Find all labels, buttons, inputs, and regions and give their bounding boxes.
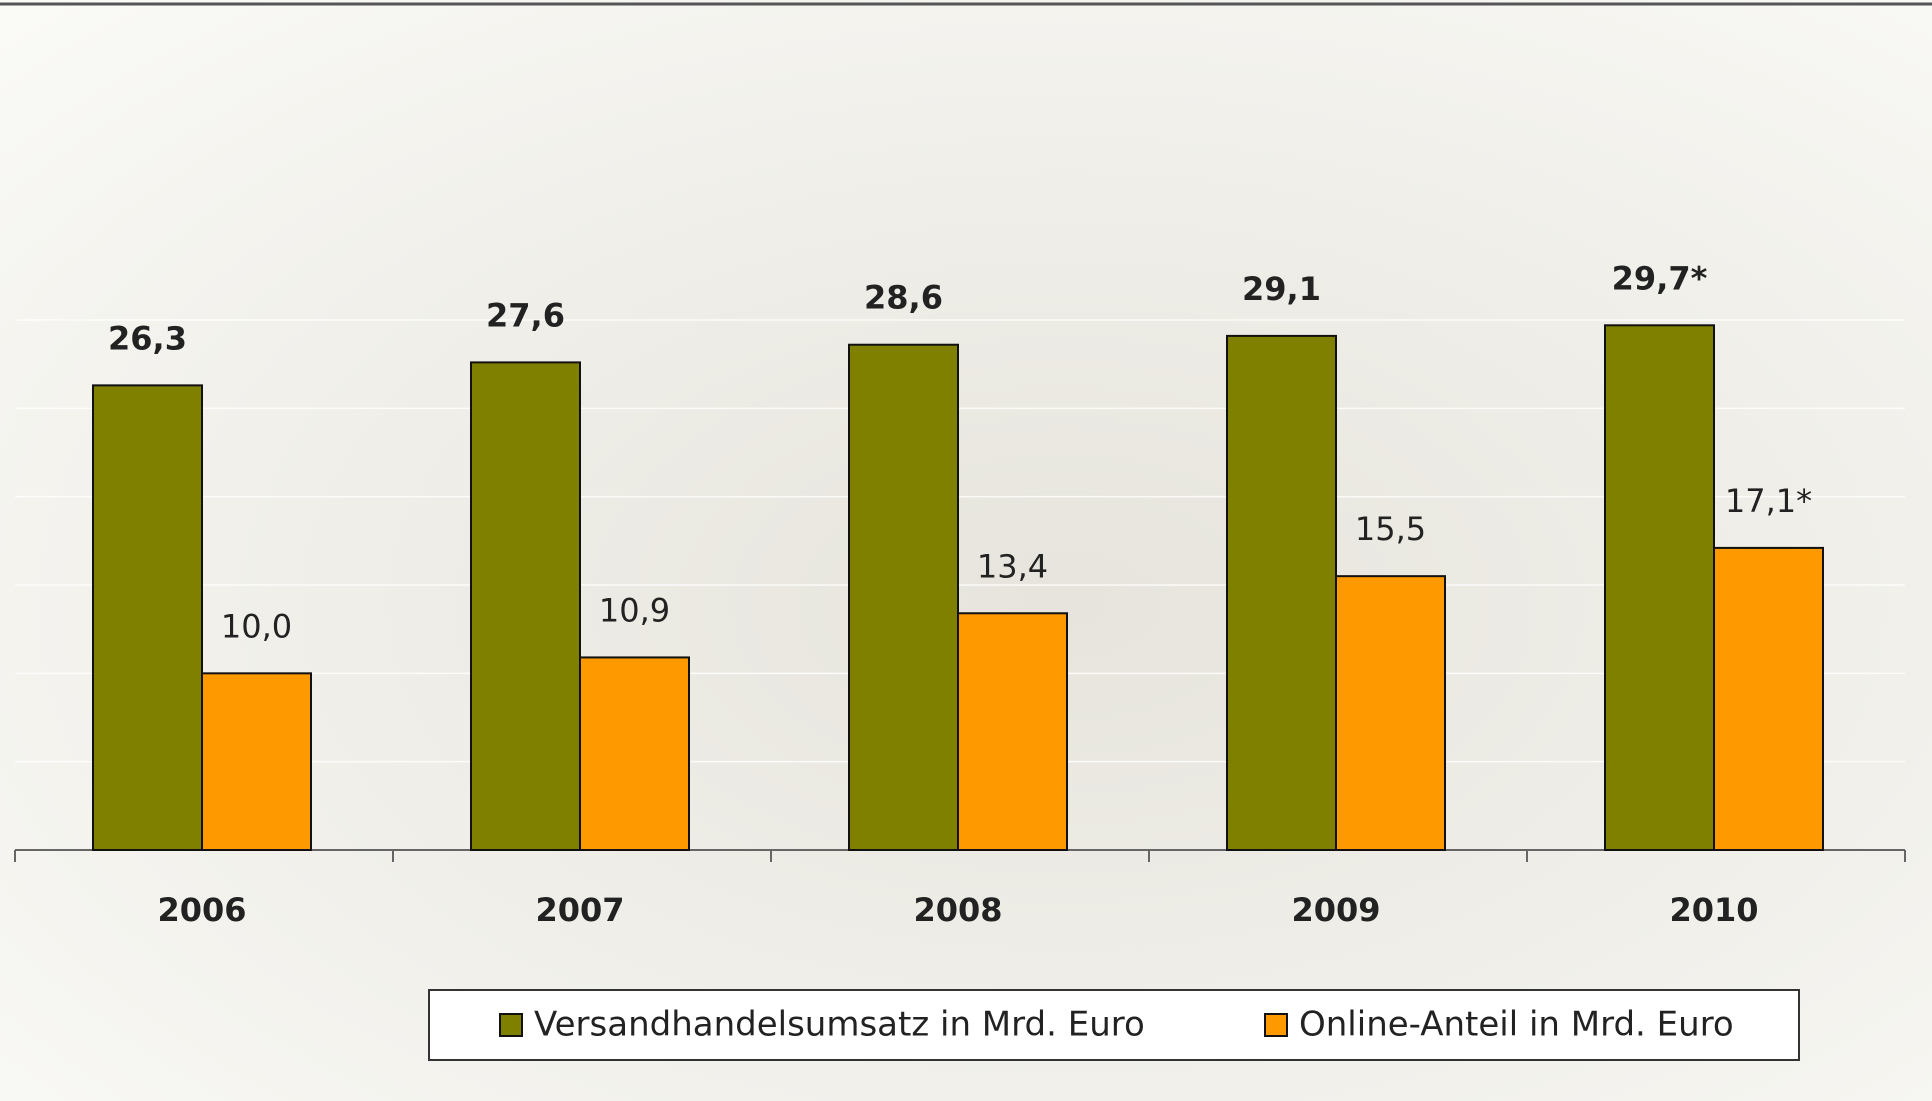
bar bbox=[471, 362, 580, 850]
bar bbox=[580, 657, 689, 850]
bar bbox=[849, 345, 958, 850]
x-tick-label: 2006 bbox=[157, 891, 246, 929]
value-label: 10,0 bbox=[221, 607, 292, 645]
bar bbox=[1336, 576, 1445, 850]
bar bbox=[93, 385, 202, 850]
x-tick-label: 2010 bbox=[1669, 891, 1758, 929]
legend-swatch bbox=[500, 1014, 522, 1036]
bar bbox=[1227, 336, 1336, 850]
x-tick-label: 2009 bbox=[1291, 891, 1380, 929]
value-label: 29,1 bbox=[1242, 270, 1321, 308]
x-tick-label: 2007 bbox=[535, 891, 624, 929]
x-tick-label: 2008 bbox=[913, 891, 1002, 929]
bar bbox=[1714, 548, 1823, 850]
value-label: 27,6 bbox=[486, 296, 565, 334]
bar bbox=[958, 613, 1067, 850]
legend-label: Versandhandelsumsatz in Mrd. Euro bbox=[534, 1005, 1145, 1045]
value-label: 10,9 bbox=[599, 591, 670, 629]
value-label: 28,6 bbox=[864, 279, 943, 317]
value-label: 26,3 bbox=[108, 319, 187, 357]
legend-label: Online-Anteil in Mrd. Euro bbox=[1299, 1005, 1734, 1045]
chart: 2006 26,3 10,0 2007 27,6 10,9 2008 28,6 13,4 2009… bbox=[0, 0, 1932, 1101]
value-label: 17,1* bbox=[1725, 482, 1812, 520]
bar bbox=[202, 673, 311, 850]
legend-swatch bbox=[1265, 1014, 1287, 1036]
value-label: 15,5 bbox=[1355, 510, 1426, 548]
bar bbox=[1605, 325, 1714, 850]
value-label: 13,4 bbox=[977, 547, 1048, 585]
value-label: 29,7* bbox=[1612, 259, 1708, 297]
